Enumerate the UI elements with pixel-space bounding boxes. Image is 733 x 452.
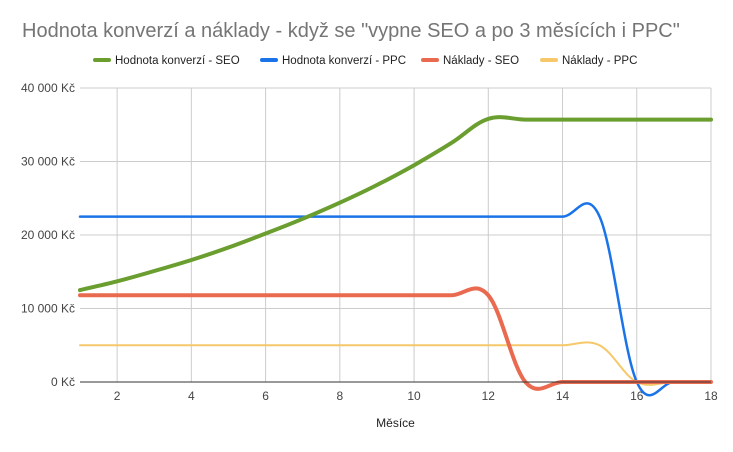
x-tick-label: 10 [407, 389, 421, 403]
x-axis-label: Měsíce [376, 416, 415, 430]
legend-label: Hodnota konverzí - PPC [282, 55, 406, 67]
y-tick-label: 10 000 Kč [21, 302, 75, 316]
x-tick-label: 6 [262, 389, 269, 403]
y-tick-label: 30 000 Kč [21, 155, 75, 169]
x-axis-ticks: 2 4 6 8 10 12 14 16 18 [114, 389, 718, 403]
x-tick-label: 8 [336, 389, 343, 403]
series-line-1 [78, 115, 713, 293]
x-tick-label: 4 [188, 389, 195, 403]
series-line-4 [79, 341, 712, 386]
y-tick-label: 0 Kč [51, 375, 75, 389]
series-line-3 [78, 286, 713, 391]
series-lines [78, 115, 713, 397]
y-tick-label: 20 000 Kč [21, 228, 75, 242]
y-tick-label: 40 000 Kč [21, 81, 75, 95]
x-tick-label: 14 [556, 389, 570, 403]
legend-label: Náklady - SEO [443, 55, 519, 67]
chart-title: Hodnota konverzí a náklady - když se "vy… [22, 20, 680, 42]
series-line-2 [78, 202, 713, 397]
legend-label: Hodnota konverzí - SEO [115, 55, 240, 67]
x-tick-label: 16 [630, 389, 644, 403]
x-tick-label: 2 [114, 389, 121, 403]
legend-label: Náklady - PPC [562, 55, 637, 67]
legend: Hodnota konverzí - SEO Hodnota konverzí -… [93, 55, 637, 67]
y-axis-ticks: 0 Kč 10 000 Kč 20 000 Kč 30 000 Kč 40 000 Kč [21, 81, 75, 389]
x-tick-label: 12 [482, 389, 496, 403]
gridlines [80, 87, 712, 382]
x-tick-label: 18 [704, 389, 718, 403]
